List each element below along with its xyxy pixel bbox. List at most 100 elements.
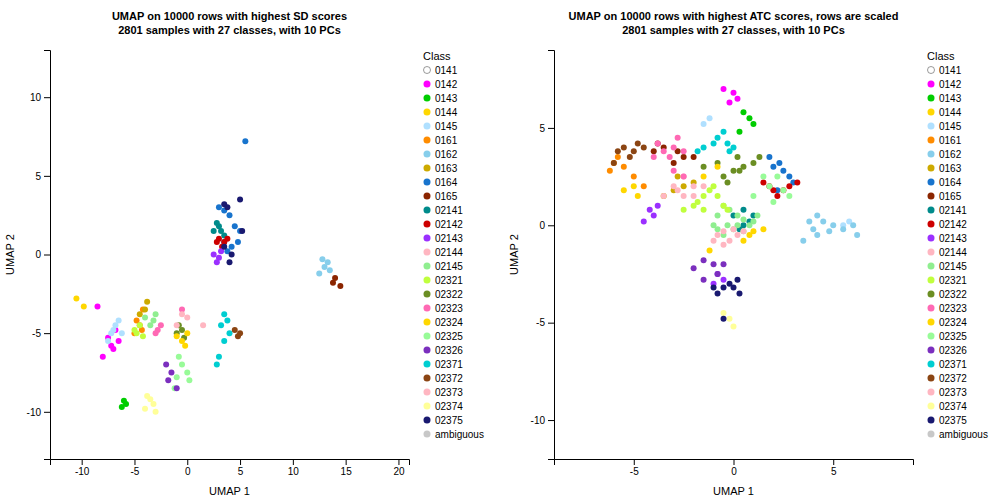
series [174, 330, 191, 349]
x-tick: 0 [731, 459, 737, 477]
legend-marker [928, 305, 935, 312]
y-tick-label: 0 [35, 249, 41, 260]
point [671, 183, 677, 189]
x-tick: 0 [185, 459, 191, 477]
point [667, 154, 673, 160]
legend-label: 0144 [939, 107, 962, 118]
point [715, 164, 721, 170]
point [229, 244, 235, 250]
point [641, 144, 647, 150]
point [327, 267, 333, 273]
point [701, 183, 707, 189]
legend-item: 0161 [424, 135, 458, 146]
legend-item: 0142 [928, 79, 962, 90]
point [182, 343, 188, 349]
legend-label: 0161 [435, 135, 458, 146]
point [725, 140, 731, 146]
point [820, 218, 826, 224]
series [736, 109, 756, 134]
point [661, 148, 667, 154]
legend-item: 02323 [928, 303, 968, 314]
point [671, 168, 677, 174]
legend-item: 0162 [424, 149, 458, 160]
point [691, 154, 697, 160]
legend-item: 02145 [928, 261, 968, 272]
legend-label: 0162 [939, 149, 962, 160]
legend-marker [928, 431, 935, 438]
x-tick-label: 0 [731, 466, 737, 477]
point [715, 226, 721, 232]
legend-label: 02374 [435, 401, 463, 412]
point [734, 154, 740, 160]
legend-marker [928, 277, 935, 284]
legend-label: 0141 [435, 65, 458, 76]
point [715, 193, 721, 199]
point [641, 218, 647, 224]
point [794, 179, 800, 185]
legend-label: 0142 [435, 79, 458, 90]
point [740, 216, 746, 222]
legend-label: 02141 [939, 205, 967, 216]
y-tick: -5 [536, 317, 554, 328]
point [621, 187, 627, 193]
x-axis: -10-505101520 [51, 459, 410, 477]
point [701, 207, 707, 213]
point [221, 244, 227, 250]
legend-marker [424, 263, 431, 270]
y-tick-label: -10 [531, 415, 546, 426]
point [144, 299, 150, 305]
legend-label: 02325 [435, 331, 463, 342]
point [651, 154, 657, 160]
legend-label: 0162 [435, 149, 458, 160]
series [611, 140, 647, 165]
series [711, 226, 747, 248]
legend-marker [424, 347, 431, 354]
y-tick: 10 [30, 92, 50, 103]
legend-marker [424, 165, 431, 172]
point [715, 271, 721, 277]
point [736, 168, 742, 174]
point [174, 333, 180, 339]
y-axis-line [44, 51, 51, 460]
series [711, 203, 761, 238]
point [736, 129, 742, 135]
legend-item: 02142 [928, 219, 968, 230]
legend-label: 0161 [939, 135, 962, 146]
point [721, 277, 727, 283]
legend-item: 02142 [424, 219, 464, 230]
point [229, 252, 235, 258]
series [214, 236, 231, 250]
point [701, 144, 707, 150]
point [681, 207, 687, 213]
x-tick-mark [240, 459, 241, 465]
x-tick-label: 20 [393, 466, 405, 477]
y-axis-line [548, 51, 555, 460]
title-line: UMAP on 10000 rows with highest SD score… [112, 10, 347, 22]
point [681, 174, 687, 180]
x-axis-title: UMAP 1 [713, 485, 754, 497]
series [800, 213, 860, 244]
legend-marker [424, 179, 431, 186]
point [110, 346, 116, 352]
point [750, 160, 756, 166]
legend-marker [928, 67, 935, 74]
point [611, 160, 617, 166]
legend-marker [424, 151, 431, 158]
point [239, 228, 245, 234]
legend-item: ambiguous [928, 429, 988, 440]
legend-marker [928, 235, 935, 242]
series [701, 115, 853, 228]
point [707, 248, 713, 254]
y-tick-label: -5 [32, 328, 41, 339]
series [316, 256, 333, 276]
legend-item: 02371 [928, 359, 968, 370]
point [158, 322, 164, 328]
point [691, 193, 697, 199]
point [184, 369, 190, 375]
x-tick-mark [833, 459, 834, 465]
legend-label: 0144 [435, 107, 458, 118]
point [830, 222, 836, 228]
legend-item: 02374 [424, 401, 464, 412]
y-tick-label: 0 [539, 220, 545, 231]
legend-label: 02143 [939, 233, 967, 244]
